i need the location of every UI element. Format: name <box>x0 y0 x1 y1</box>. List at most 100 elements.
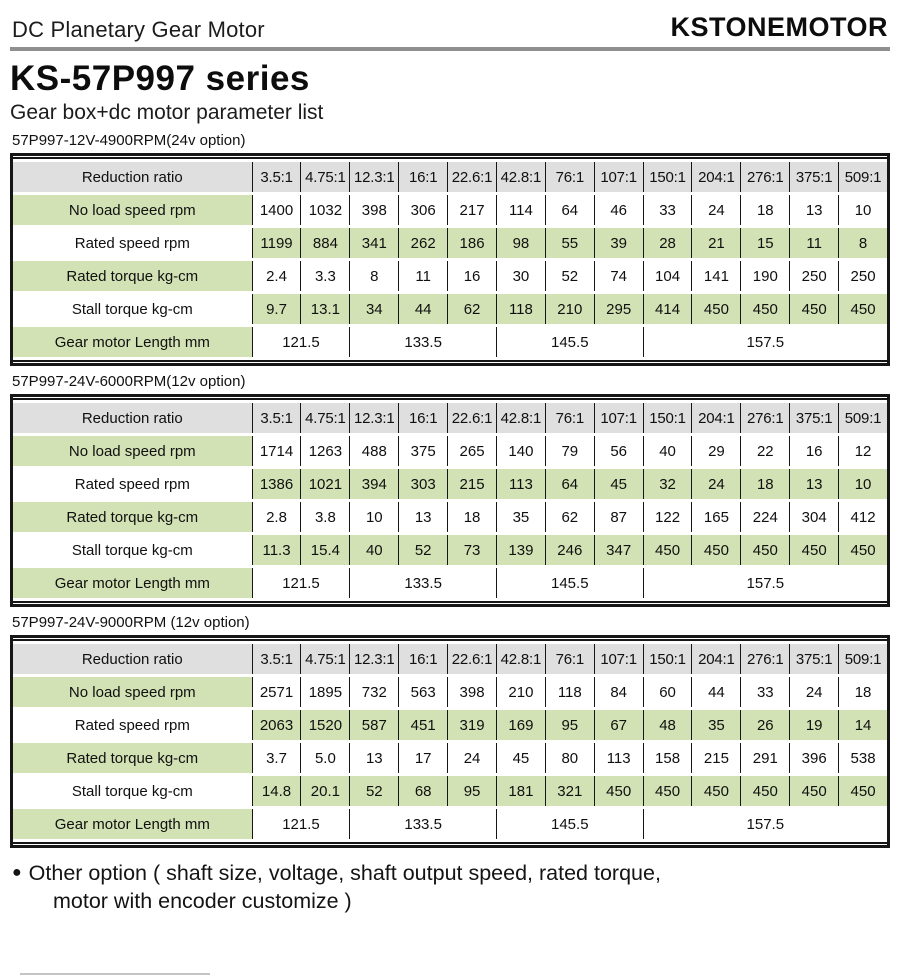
value-cell: 1714 <box>251 436 301 466</box>
model-label: 57P997-12V-4900RPM(24v option) <box>12 132 246 149</box>
value-cell: 56 <box>593 436 643 466</box>
bullet-icon: ● <box>12 864 22 881</box>
table-row: Stall torque kg-cm 9.7 13.1 34 44 62 118 210 295… <box>13 294 887 324</box>
value-cell: 165 <box>691 502 741 532</box>
value-cell: 104 <box>642 261 692 291</box>
value-cell: 113 <box>593 743 643 773</box>
ratio-header-cell: 42.8:1 <box>495 644 545 674</box>
value-cell: 450 <box>691 294 741 324</box>
ratio-header-cell: 3.5:1 <box>251 644 301 674</box>
ratio-header-cell: 3.5:1 <box>251 403 301 433</box>
other-option-note: ● Other option ( shaft size, voltage, sha… <box>10 860 890 916</box>
row-label: No load speed rpm <box>13 195 252 225</box>
row-header-reduction-ratio: Reduction ratio <box>13 162 252 192</box>
parameter-table: Reduction ratio 3.5:1 4.75:1 12.3:1 16:1 22.6… <box>13 157 887 362</box>
note-line-2: motor with encoder customize ) <box>53 888 352 913</box>
value-cell: 450 <box>838 776 887 806</box>
ratio-header-cell: 12.3:1 <box>349 644 399 674</box>
value-cell: 1199 <box>251 228 301 258</box>
row-header-reduction-ratio: Reduction ratio <box>13 403 252 433</box>
table-row: Stall torque kg-cm 11.3 15.4 40 52 73 139 246 34… <box>13 535 887 565</box>
value-cell: 450 <box>740 776 790 806</box>
value-cell: 215 <box>691 743 741 773</box>
ratio-header-cell: 509:1 <box>838 162 887 192</box>
ratio-header-cell: 76:1 <box>544 644 594 674</box>
table-row-length: Gear motor Length mm 121.5 133.5 145.5 157.5 <box>13 809 887 839</box>
value-cell: 587 <box>349 710 399 740</box>
table-row: No load speed rpm 1400 1032 398 306 217 114 64 4… <box>13 195 887 225</box>
value-cell: 1386 <box>251 469 301 499</box>
value-cell: 24 <box>691 469 741 499</box>
value-cell: 250 <box>789 261 839 291</box>
ratio-header-cell: 42.8:1 <box>495 162 545 192</box>
value-cell: 35 <box>691 710 741 740</box>
value-cell: 5.0 <box>300 743 350 773</box>
ratio-header-cell: 76:1 <box>544 162 594 192</box>
length-value-cell: 157.5 <box>642 568 887 598</box>
value-cell: 12 <box>838 436 887 466</box>
value-cell: 21 <box>691 228 741 258</box>
value-cell: 3.7 <box>251 743 301 773</box>
row-header-reduction-ratio: Reduction ratio <box>13 644 252 674</box>
value-cell: 306 <box>398 195 448 225</box>
ratio-header-cell: 276:1 <box>740 644 790 674</box>
value-cell: 394 <box>349 469 399 499</box>
value-cell: 16 <box>789 436 839 466</box>
ratio-header-cell: 3.5:1 <box>251 162 301 192</box>
doc-type-title: DC Planetary Gear Motor <box>12 17 265 42</box>
value-cell: 44 <box>691 677 741 707</box>
ratio-header-cell: 4.75:1 <box>300 644 350 674</box>
value-cell: 15 <box>740 228 790 258</box>
row-label: Rated speed rpm <box>13 469 252 499</box>
value-cell: 414 <box>642 294 692 324</box>
value-cell: 450 <box>838 535 887 565</box>
value-cell: 319 <box>447 710 496 740</box>
ratio-header-cell: 22.6:1 <box>447 403 496 433</box>
value-cell: 3.3 <box>300 261 350 291</box>
value-cell: 114 <box>495 195 545 225</box>
value-cell: 22 <box>740 436 790 466</box>
value-cell: 13 <box>789 469 839 499</box>
length-value-cell: 121.5 <box>251 809 350 839</box>
value-cell: 44 <box>398 294 448 324</box>
value-cell: 412 <box>838 502 887 532</box>
header-rule <box>10 47 890 51</box>
faint-artifact-line <box>20 973 210 975</box>
value-cell: 46 <box>593 195 643 225</box>
ratio-header-cell: 107:1 <box>593 644 643 674</box>
value-cell: 87 <box>593 502 643 532</box>
ratio-header-cell: 42.8:1 <box>495 403 545 433</box>
value-cell: 34 <box>349 294 399 324</box>
table-row-length: Gear motor Length mm 121.5 133.5 145.5 157.5 <box>13 568 887 598</box>
series-title: KS-57P997 series <box>10 59 310 98</box>
value-cell: 40 <box>642 436 692 466</box>
value-cell: 98 <box>495 228 545 258</box>
value-cell: 2.8 <box>251 502 301 532</box>
value-cell: 64 <box>544 195 594 225</box>
length-value-cell: 145.5 <box>495 568 643 598</box>
ratio-header-cell: 4.75:1 <box>300 403 350 433</box>
table-row: Rated speed rpm 1386 1021 394 303 215 113 64 45 3… <box>13 469 887 499</box>
ratio-header-cell: 12.3:1 <box>349 403 399 433</box>
value-cell: 265 <box>447 436 496 466</box>
length-value-cell: 145.5 <box>495 327 643 357</box>
table-row: Rated speed rpm 2063 1520 587 451 319 169 95 67 4… <box>13 710 887 740</box>
value-cell: 10 <box>838 469 887 499</box>
value-cell: 79 <box>544 436 594 466</box>
value-cell: 262 <box>398 228 448 258</box>
value-cell: 11 <box>789 228 839 258</box>
value-cell: 95 <box>544 710 594 740</box>
value-cell: 304 <box>789 502 839 532</box>
value-cell: 95 <box>447 776 496 806</box>
value-cell: 24 <box>447 743 496 773</box>
value-cell: 141 <box>691 261 741 291</box>
value-cell: 158 <box>642 743 692 773</box>
value-cell: 1895 <box>300 677 350 707</box>
row-label: Rated torque kg-cm <box>13 502 252 532</box>
value-cell: 186 <box>447 228 496 258</box>
length-value-cell: 133.5 <box>349 568 496 598</box>
value-cell: 14 <box>838 710 887 740</box>
value-cell: 3.8 <box>300 502 350 532</box>
value-cell: 13 <box>789 195 839 225</box>
value-cell: 224 <box>740 502 790 532</box>
